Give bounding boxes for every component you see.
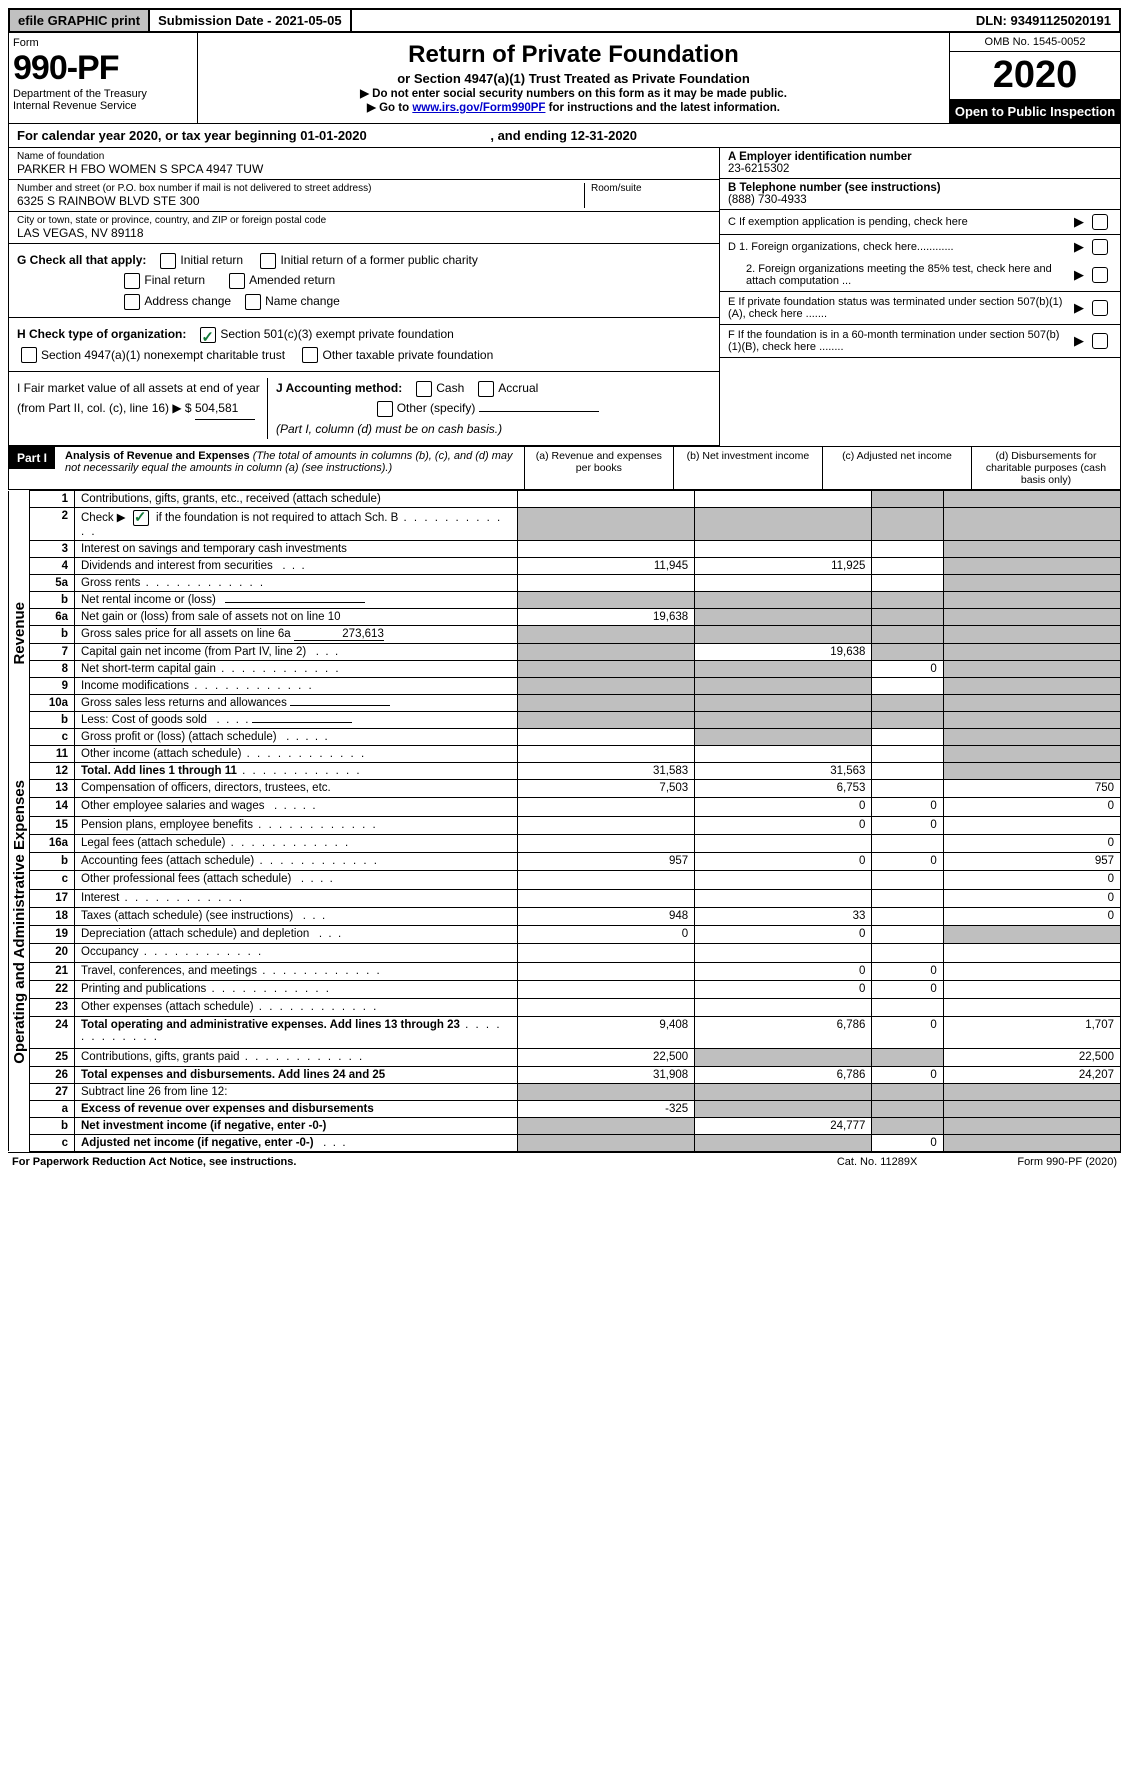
form-number: 990-PF [13, 49, 193, 88]
section-h: H Check type of organization: Section 50… [9, 318, 719, 372]
form-title: Return of Private Foundation [204, 41, 943, 69]
checkbox-address-change[interactable] [124, 294, 140, 310]
checkbox-cash[interactable] [416, 381, 432, 397]
omb-number: OMB No. 1545-0052 [950, 33, 1120, 51]
col-a-header: (a) Revenue and expenses per books [524, 447, 673, 489]
dln: DLN: 93491125020191 [968, 10, 1119, 31]
cash-basis-note: (Part I, column (d) must be on cash basi… [276, 422, 502, 436]
col-c-header: (c) Adjusted net income [822, 447, 971, 489]
e-label: E If private foundation status was termi… [728, 296, 1070, 320]
checkbox-initial-return[interactable] [160, 253, 176, 269]
part1-header: Part I Analysis of Revenue and Expenses … [8, 446, 1121, 490]
city-label: City or town, state or province, country… [17, 215, 711, 226]
ein-value: 23-6215302 [728, 163, 789, 175]
f-label: F If the foundation is in a 60-month ter… [728, 329, 1070, 353]
foundation-address: 6325 S RAINBOW BLVD STE 300 [17, 194, 584, 208]
form-footer-label: Form 990-PF (2020) [1017, 1156, 1117, 1168]
checkbox-amended[interactable] [229, 273, 245, 289]
checkbox-name-change[interactable] [245, 294, 261, 310]
phone-value: (888) 730-4933 [728, 194, 807, 206]
d2-label: 2. Foreign organizations meeting the 85%… [728, 263, 1070, 287]
page-footer: For Paperwork Reduction Act Notice, see … [8, 1152, 1121, 1171]
col-d-header: (d) Disbursements for charitable purpose… [971, 447, 1120, 489]
foundation-name: PARKER H FBO WOMEN S SPCA 4947 TUW [17, 162, 711, 176]
paperwork-notice: For Paperwork Reduction Act Notice, see … [12, 1156, 296, 1168]
revenue-side-label: Revenue [11, 602, 28, 665]
ein-label: A Employer identification number [728, 151, 912, 163]
form-header: Form 990-PF Department of the Treasury I… [8, 33, 1121, 124]
checkbox-other-taxable[interactable] [302, 347, 318, 363]
checkbox-foreign-org[interactable] [1092, 239, 1108, 255]
checkbox-schb[interactable] [133, 510, 149, 526]
checkbox-terminated[interactable] [1092, 300, 1108, 316]
part1-badge: Part I [9, 447, 55, 469]
calendar-year-row: For calendar year 2020, or tax year begi… [8, 124, 1121, 148]
checkbox-initial-former[interactable] [260, 253, 276, 269]
checkbox-60month[interactable] [1092, 333, 1108, 349]
irs-label: Internal Revenue Service [13, 100, 193, 112]
expenses-side-label: Operating and Administrative Expenses [11, 780, 28, 1064]
phone-label: B Telephone number (see instructions) [728, 182, 941, 194]
checkbox-exemption-pending[interactable] [1092, 214, 1108, 230]
form-link[interactable]: www.irs.gov/Form990PF [412, 102, 545, 114]
goto-note: ▶ Go to www.irs.gov/Form990PF for instru… [204, 100, 943, 114]
analysis-table: Revenue 1Contributions, gifts, grants, e… [8, 490, 1121, 1152]
checkbox-final-return[interactable] [124, 273, 140, 289]
checkbox-other-method[interactable] [377, 401, 393, 417]
name-label: Name of foundation [17, 151, 711, 162]
form-label: Form [13, 37, 193, 49]
d1-label: D 1. Foreign organizations, check here..… [728, 241, 1070, 253]
info-section: Name of foundation PARKER H FBO WOMEN S … [8, 148, 1121, 446]
dept-label: Department of the Treasury [13, 88, 193, 100]
c-label: C If exemption application is pending, c… [728, 216, 1070, 228]
cat-number: Cat. No. 11289X [837, 1156, 918, 1168]
checkbox-accrual[interactable] [478, 381, 494, 397]
checkbox-501c3[interactable] [200, 327, 216, 343]
checkbox-4947[interactable] [21, 347, 37, 363]
section-g: G Check all that apply: Initial return I… [9, 244, 719, 318]
foundation-city: LAS VEGAS, NV 89118 [17, 226, 711, 240]
ssn-note: ▶ Do not enter social security numbers o… [204, 86, 943, 100]
addr-label: Number and street (or P.O. box number if… [17, 183, 584, 194]
efile-label: efile GRAPHIC print [10, 10, 148, 31]
room-label: Room/suite [591, 183, 711, 194]
open-public-badge: Open to Public Inspection [950, 100, 1120, 123]
form-subtitle: or Section 4947(a)(1) Trust Treated as P… [204, 71, 943, 86]
col-b-header: (b) Net investment income [673, 447, 822, 489]
fmv-value: 504,581 [195, 398, 255, 419]
tax-year: 2020 [950, 51, 1120, 100]
checkbox-85pct[interactable] [1092, 267, 1108, 283]
section-ij: I Fair market value of all assets at end… [9, 372, 719, 446]
top-bar: efile GRAPHIC print Submission Date - 20… [8, 8, 1121, 33]
submission-date: Submission Date - 2021-05-05 [148, 10, 352, 31]
